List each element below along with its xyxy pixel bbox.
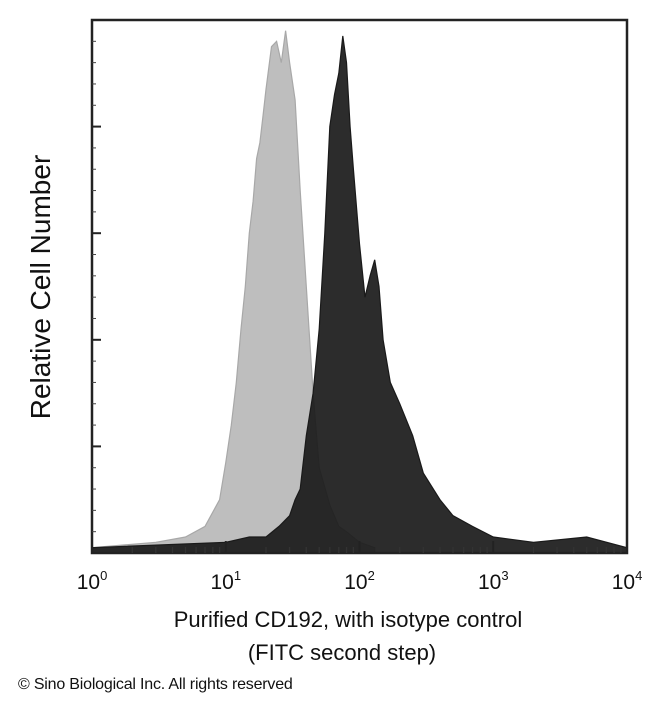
- plot-area: [91, 30, 628, 554]
- axes: 100 101 102 103 104: [77, 19, 643, 594]
- x-tick-label-2: 102: [344, 568, 375, 594]
- x-axis-label-line1: Purified CD192, with isotype control: [174, 607, 523, 632]
- x-axis-label-line2: (FITC second step): [248, 640, 436, 665]
- x-tick-label-4: 104: [612, 568, 643, 594]
- histogram-series-2: [91, 35, 628, 554]
- x-tick-label-3: 103: [478, 568, 509, 594]
- x-tick-label-1: 101: [210, 568, 241, 594]
- x-tick-label-0: 100: [77, 568, 108, 594]
- y-axis-label: Relative Cell Number: [25, 155, 56, 420]
- copyright-notice: © Sino Biological Inc. All rights reserv…: [18, 676, 293, 693]
